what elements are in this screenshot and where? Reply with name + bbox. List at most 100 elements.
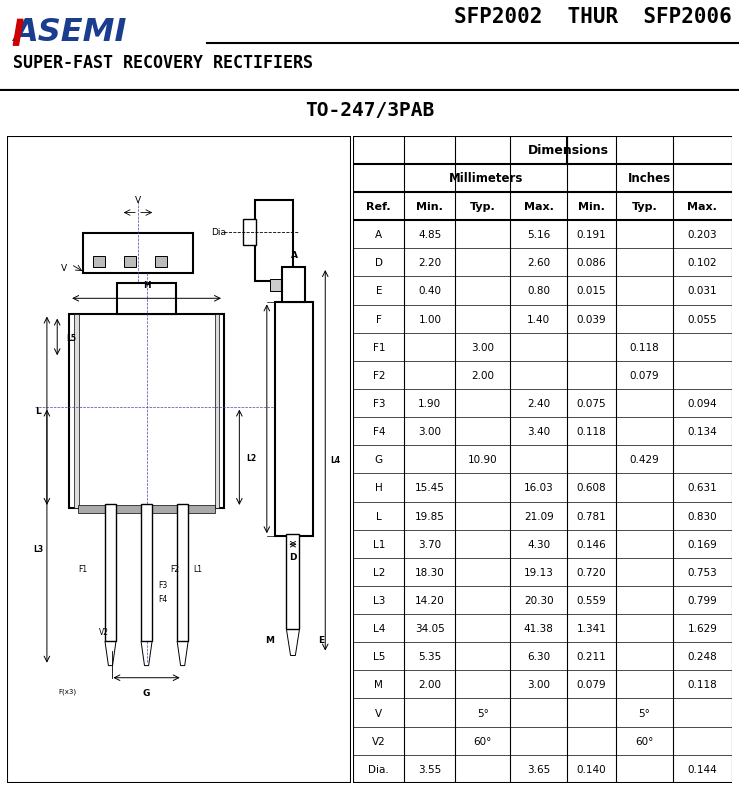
- Bar: [93, 256, 106, 268]
- Text: 0.781: 0.781: [576, 511, 607, 521]
- Text: V2: V2: [98, 627, 109, 636]
- Bar: [78, 506, 215, 513]
- Text: 0.079: 0.079: [577, 679, 607, 690]
- Text: L: L: [35, 407, 41, 416]
- Text: V: V: [135, 195, 141, 205]
- Polygon shape: [141, 642, 152, 666]
- Text: 60°: 60°: [474, 736, 492, 746]
- Text: Min.: Min.: [578, 202, 605, 212]
- Text: 5°: 5°: [477, 707, 488, 718]
- Text: 16.03: 16.03: [524, 483, 554, 493]
- Text: F3: F3: [159, 581, 168, 589]
- Text: F1: F1: [78, 565, 87, 573]
- Text: 3.00: 3.00: [527, 679, 550, 690]
- Text: L1: L1: [193, 565, 202, 573]
- Text: 0.015: 0.015: [577, 286, 607, 296]
- Text: 4.30: 4.30: [527, 539, 551, 549]
- Text: Min.: Min.: [416, 202, 443, 212]
- Text: 0.40: 0.40: [418, 286, 441, 296]
- Text: TO-247/3PAB: TO-247/3PAB: [305, 101, 434, 120]
- Text: 4.85: 4.85: [418, 230, 441, 240]
- Text: 3.40: 3.40: [527, 426, 551, 437]
- Text: 2.40: 2.40: [527, 398, 551, 409]
- Polygon shape: [13, 20, 23, 46]
- Text: L3: L3: [372, 595, 385, 605]
- Text: F2: F2: [372, 370, 385, 381]
- Bar: [69, 314, 224, 508]
- Text: L3: L3: [33, 544, 44, 553]
- Text: SUPER-FAST RECOVERY RECTIFIERS: SUPER-FAST RECOVERY RECTIFIERS: [13, 54, 313, 71]
- Bar: [83, 234, 193, 274]
- Text: 2.00: 2.00: [471, 370, 494, 381]
- Text: Millimeters: Millimeters: [449, 172, 523, 185]
- Text: 1.40: 1.40: [527, 314, 551, 324]
- Text: 0.118: 0.118: [687, 679, 717, 690]
- Text: L4: L4: [330, 455, 341, 464]
- Bar: [287, 535, 299, 630]
- Text: 1.341: 1.341: [576, 623, 607, 634]
- Text: M: M: [265, 635, 273, 644]
- Text: 5.35: 5.35: [418, 651, 441, 662]
- Text: 2.60: 2.60: [527, 258, 551, 268]
- Text: Typ.: Typ.: [470, 202, 496, 212]
- Text: V2: V2: [372, 736, 386, 746]
- Text: 3.55: 3.55: [418, 764, 441, 774]
- Text: 21.09: 21.09: [524, 511, 554, 521]
- Text: 0.118: 0.118: [576, 426, 607, 437]
- Text: F2: F2: [171, 565, 180, 573]
- Bar: [177, 504, 188, 642]
- Text: E: E: [319, 635, 324, 644]
- Text: F: F: [376, 314, 382, 324]
- Text: F3: F3: [372, 398, 385, 409]
- Text: F4: F4: [372, 426, 385, 437]
- Bar: [276, 302, 313, 536]
- Polygon shape: [287, 630, 299, 656]
- Text: L4: L4: [372, 623, 385, 634]
- Text: SFP2002  THUR  SFP2006: SFP2002 THUR SFP2006: [454, 7, 732, 27]
- Text: V: V: [375, 707, 382, 718]
- Text: M: M: [375, 679, 384, 690]
- Text: 0.720: 0.720: [577, 567, 607, 577]
- Text: 3.70: 3.70: [418, 539, 441, 549]
- Bar: [124, 256, 136, 268]
- Bar: [282, 268, 304, 302]
- Text: F(x3): F(x3): [58, 688, 77, 695]
- Text: 0.031: 0.031: [687, 286, 717, 296]
- Polygon shape: [177, 642, 188, 666]
- Text: 20.30: 20.30: [524, 595, 554, 605]
- Bar: [243, 219, 256, 246]
- Text: ASEMI: ASEMI: [13, 17, 126, 47]
- Bar: [255, 201, 293, 282]
- Text: 0.191: 0.191: [576, 230, 607, 240]
- Text: 0.799: 0.799: [687, 595, 717, 605]
- Text: Max.: Max.: [687, 202, 718, 212]
- Text: 6.30: 6.30: [527, 651, 551, 662]
- Text: 0.134: 0.134: [687, 426, 717, 437]
- Text: F1: F1: [372, 342, 385, 353]
- Polygon shape: [105, 642, 116, 666]
- Text: 1.90: 1.90: [418, 398, 441, 409]
- Text: 14.20: 14.20: [415, 595, 445, 605]
- Ellipse shape: [87, 353, 109, 373]
- Text: 2.00: 2.00: [418, 679, 441, 690]
- Bar: [118, 284, 176, 314]
- Text: 1.00: 1.00: [418, 314, 441, 324]
- Bar: [214, 314, 219, 508]
- Text: Dia: Dia: [211, 228, 226, 237]
- Text: 0.631: 0.631: [687, 483, 717, 493]
- Text: G: G: [375, 454, 383, 465]
- Text: 0.039: 0.039: [577, 314, 607, 324]
- Text: 5.16: 5.16: [527, 230, 551, 240]
- Text: E: E: [375, 286, 382, 296]
- Text: Ref.: Ref.: [367, 202, 391, 212]
- Text: H: H: [375, 483, 383, 493]
- Text: Dia.: Dia.: [369, 764, 389, 774]
- Text: 0.169: 0.169: [687, 539, 717, 549]
- Text: D: D: [289, 552, 296, 561]
- Text: G: G: [143, 688, 150, 697]
- Text: 2.20: 2.20: [418, 258, 441, 268]
- Text: 0.075: 0.075: [577, 398, 607, 409]
- Text: 3.00: 3.00: [471, 342, 494, 353]
- Text: 0.140: 0.140: [577, 764, 607, 774]
- Circle shape: [140, 356, 153, 370]
